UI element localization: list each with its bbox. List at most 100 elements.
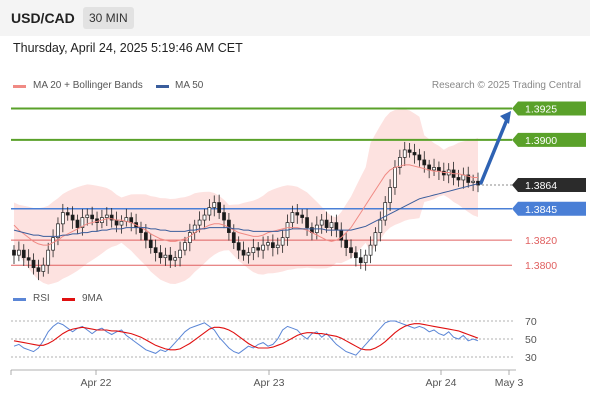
price-labels-layer: 1.3925 1.3900 1.3864 1.3845 1.3820 1.3800 <box>512 101 586 272</box>
chart-datetime: Thursday, April 24, 2025 5:19:46 AM CET <box>13 41 243 55</box>
rsi-tick-70: 70 <box>525 316 537 328</box>
forecast-arrow-layer <box>479 111 511 185</box>
candle-body <box>109 214 114 221</box>
candle-body <box>129 217 134 223</box>
candle-body <box>173 257 178 261</box>
candle-body <box>70 214 75 221</box>
candle-body <box>437 167 441 172</box>
candle-body <box>51 237 55 251</box>
candle-body <box>471 180 475 183</box>
candle-body <box>197 219 202 226</box>
candle-body <box>148 239 153 249</box>
chart-header: USD/CAD 30 MIN <box>0 0 590 36</box>
copyright-text: Research © 2025 Trading Central <box>431 80 581 91</box>
candle-body <box>373 232 378 246</box>
candle-body <box>236 242 241 251</box>
candle-body <box>21 249 26 259</box>
candle-body <box>46 249 51 266</box>
candle-body <box>60 212 65 225</box>
candle-body <box>178 249 182 259</box>
symbol-label: USD/CAD <box>11 10 75 26</box>
candle-body <box>446 169 451 176</box>
candle-body <box>407 149 412 153</box>
candle-body <box>368 244 373 256</box>
candle-body <box>285 222 290 238</box>
candle-body <box>134 222 138 228</box>
candle-body <box>256 247 261 251</box>
candle-body <box>95 218 99 223</box>
ma50-line <box>13 183 479 237</box>
candle-body <box>441 170 446 176</box>
candle-body <box>388 187 392 203</box>
x-tick-label: Apr 22 <box>81 377 112 389</box>
candle-body <box>85 214 90 218</box>
candle-body <box>168 254 173 261</box>
candle-body <box>290 212 295 223</box>
candle-body <box>202 214 207 221</box>
candle-body <box>75 219 80 228</box>
candle-body <box>261 244 265 251</box>
candle-body <box>31 259 36 269</box>
ma20-line <box>13 164 478 246</box>
price-levels-layer <box>11 107 512 266</box>
candle-body <box>26 257 31 261</box>
candle-body <box>432 167 436 171</box>
candle-body <box>124 217 129 222</box>
level-tag-1 <box>512 132 586 147</box>
level-label-0: 1.3925 <box>525 104 557 116</box>
ma50-legend-label: MA 50 <box>175 80 204 91</box>
level-label-4: 1.3820 <box>525 235 557 247</box>
candle-body <box>305 217 309 228</box>
candle-body <box>139 227 143 233</box>
candle-body <box>231 232 236 243</box>
candle-body <box>183 242 187 251</box>
candle-body <box>344 239 348 249</box>
interval-button[interactable]: 30 MIN <box>83 7 134 29</box>
candle-body <box>17 249 21 256</box>
bollinger-band <box>14 109 478 285</box>
candle-body <box>476 180 480 186</box>
candle-body <box>339 229 344 241</box>
candle-body <box>427 164 432 171</box>
candle-body <box>417 154 422 161</box>
rsi-line <box>13 320 479 356</box>
candle-body <box>451 169 456 178</box>
candle-body <box>100 217 104 223</box>
candle-body <box>192 224 197 233</box>
candle-body <box>275 244 280 249</box>
level-label-5: 1.3800 <box>525 260 557 272</box>
candle-body <box>119 220 124 226</box>
moving-average-layer <box>13 164 479 246</box>
candle-body <box>349 247 353 254</box>
x-tick-label: Apr 23 <box>254 377 285 389</box>
candle-body <box>300 214 305 218</box>
candle-body <box>163 254 168 259</box>
candle-body <box>144 232 148 241</box>
candle-body <box>310 227 314 233</box>
x-axis: Apr 22 Apr 23 Apr 24 May 3 <box>10 369 523 389</box>
candle-body <box>456 177 461 181</box>
candle-body <box>153 247 158 254</box>
candle-body <box>378 219 383 233</box>
rsi-swatch <box>13 298 26 301</box>
candle-body <box>314 224 319 233</box>
rsi-ma9-line <box>13 323 479 351</box>
forecast-arrow-head <box>500 111 511 125</box>
candle-body <box>295 212 300 216</box>
candle-body <box>466 174 471 183</box>
candle-body <box>222 212 226 221</box>
candle-body <box>422 159 427 166</box>
candles-layer <box>12 141 480 281</box>
candle-body <box>212 202 217 208</box>
x-tick-label: Apr 24 <box>426 377 457 389</box>
ma9-swatch <box>62 298 75 301</box>
candle-body <box>397 157 402 168</box>
candle-body <box>217 202 222 213</box>
candle-body <box>329 222 334 228</box>
candle-body <box>393 167 397 188</box>
candle-body <box>80 217 85 228</box>
candle-body <box>12 249 16 256</box>
level-label-1: 1.3900 <box>525 135 557 147</box>
rsi-tick-30: 30 <box>525 352 537 364</box>
